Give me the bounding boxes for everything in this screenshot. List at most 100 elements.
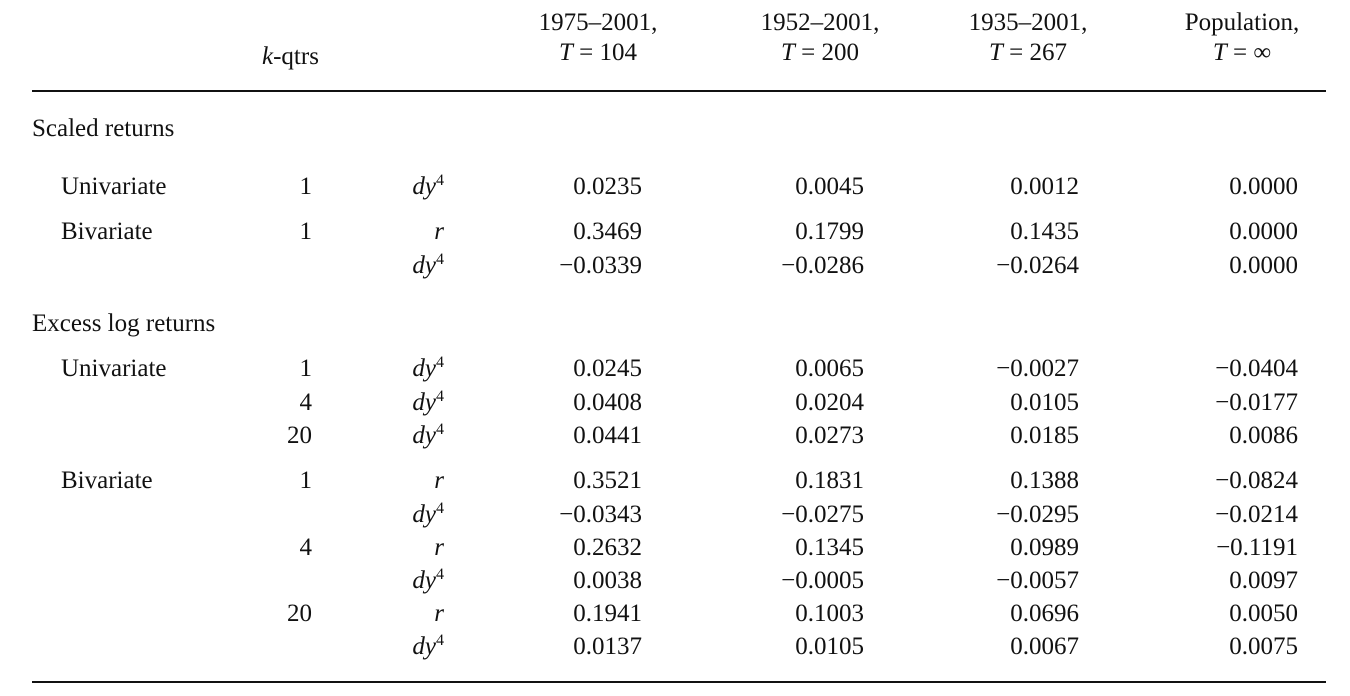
variable-name: dy4 (364, 566, 444, 596)
table-cell: −0.0005 (781, 567, 864, 594)
table-cell: −0.0295 (996, 501, 1079, 528)
table-cell: −0.0177 (1215, 389, 1298, 416)
variable-symbol: dy (412, 567, 436, 594)
section-title-scaled-returns: Scaled returns (32, 115, 175, 142)
table-cell: 0.0065 (795, 355, 864, 382)
column-header-population: Population, T = ∞ (1152, 8, 1332, 68)
k-symbol: k (262, 43, 274, 70)
table-cell: 0.0050 (1229, 600, 1298, 627)
variable-name: r (364, 533, 444, 563)
table-cell: −0.0027 (996, 355, 1079, 382)
variable-name: dy4 (364, 632, 444, 662)
table-cell: −0.0343 (559, 501, 642, 528)
k-value: 1 (299, 173, 313, 200)
table-cell: −0.0214 (1215, 501, 1298, 528)
variable-symbol: r (434, 218, 444, 245)
variable-superscript: 4 (436, 632, 444, 650)
variable-name: r (364, 466, 444, 496)
column-header-period: 1935–2001, (968, 9, 1088, 36)
table-cell: 0.1345 (795, 534, 864, 561)
variable-symbol: dy (412, 355, 436, 382)
variable-symbol: dy (412, 501, 436, 528)
table-cell: 0.0038 (573, 567, 642, 594)
k-qtrs-suffix: -qtrs (273, 43, 319, 70)
table-cell: 0.1388 (1010, 467, 1079, 494)
column-header-1975-2001: 1975–2001, T = 104 (498, 8, 698, 68)
variable-symbol: dy (412, 173, 436, 200)
table-cell: 0.1435 (1010, 218, 1079, 245)
table-cell: −0.0339 (559, 252, 642, 279)
table-cell: 0.0086 (1229, 422, 1298, 449)
table-cell: −0.0057 (996, 567, 1079, 594)
table-cell: 0.2632 (573, 534, 642, 561)
variable-symbol: dy (412, 252, 436, 279)
table-cell: 0.0097 (1229, 567, 1298, 594)
table-cell: 0.0408 (573, 389, 642, 416)
table-cell: 0.0185 (1010, 422, 1079, 449)
table-cell: −0.1191 (1216, 534, 1298, 561)
variable-superscript: 4 (436, 388, 444, 406)
table-cell: 0.0000 (1229, 173, 1298, 200)
table-cell: 0.0045 (795, 173, 864, 200)
column-header-period: 1975–2001, (538, 9, 658, 36)
table-cell: 0.0989 (1010, 534, 1079, 561)
variable-superscript: 4 (436, 354, 444, 372)
k-value: 4 (299, 389, 313, 416)
variable-symbol: r (434, 600, 444, 627)
table-cell: 0.1003 (795, 600, 864, 627)
column-header-t: T = 267 (988, 39, 1067, 66)
k-value: 1 (299, 467, 313, 494)
variable-name: r (364, 599, 444, 629)
k-value: 20 (287, 600, 312, 627)
row-label: Univariate (61, 355, 167, 382)
variable-name: dy4 (364, 500, 444, 530)
variable-symbol: r (434, 534, 444, 561)
k-qtrs-header: k-qtrs (262, 42, 319, 72)
table-cell: 0.0441 (573, 422, 642, 449)
row-label: Univariate (61, 173, 167, 200)
variable-name: dy4 (364, 172, 444, 202)
variable-symbol: dy (412, 633, 436, 660)
bottom-rule (32, 681, 1326, 683)
table-cell: −0.0404 (1215, 355, 1298, 382)
variable-superscript: 4 (436, 172, 444, 190)
variable-superscript: 4 (436, 500, 444, 518)
section-title-excess-log-returns: Excess log returns (32, 310, 216, 337)
table-cell: 0.1831 (795, 467, 864, 494)
k-value: 1 (299, 218, 313, 245)
table-cell: 0.0137 (573, 633, 642, 660)
table-cell: 0.3521 (573, 467, 642, 494)
variable-symbol: dy (412, 389, 436, 416)
k-value: 20 (287, 422, 312, 449)
table-cell: −0.0286 (781, 252, 864, 279)
header-rule (32, 90, 1326, 92)
variable-symbol: r (434, 467, 444, 494)
column-header-period: Population, (1184, 9, 1300, 36)
table-cell: 0.0012 (1010, 173, 1079, 200)
table-cell: 0.0696 (1010, 600, 1079, 627)
column-header-period: 1952–2001, (760, 9, 880, 36)
table-cell: 0.3469 (573, 218, 642, 245)
variable-superscript: 4 (436, 566, 444, 584)
table-cell: 0.0000 (1229, 252, 1298, 279)
variable-name: r (364, 217, 444, 247)
table-cell: 0.0204 (795, 389, 864, 416)
row-label: Bivariate (61, 467, 153, 494)
variable-name: dy4 (364, 421, 444, 451)
table-cell: 0.0067 (1010, 633, 1079, 660)
table-cell: −0.0275 (781, 501, 864, 528)
column-header-1952-2001: 1952–2001, T = 200 (720, 8, 920, 68)
table-cell: 0.0105 (795, 633, 864, 660)
table-cell: 0.0235 (573, 173, 642, 200)
column-header-t: T = 104 (558, 39, 637, 66)
variable-superscript: 4 (436, 421, 444, 439)
column-header-1935-2001: 1935–2001, T = 267 (928, 8, 1128, 68)
column-header-t: T = 200 (780, 39, 859, 66)
table-cell: 0.1799 (795, 218, 864, 245)
table-cell: −0.0824 (1215, 467, 1298, 494)
table-cell: 0.0075 (1229, 633, 1298, 660)
table-cell: −0.0264 (996, 252, 1079, 279)
table-cell: 0.0000 (1229, 218, 1298, 245)
column-header-t: T = ∞ (1212, 39, 1272, 66)
table-cell: 0.1941 (573, 600, 642, 627)
